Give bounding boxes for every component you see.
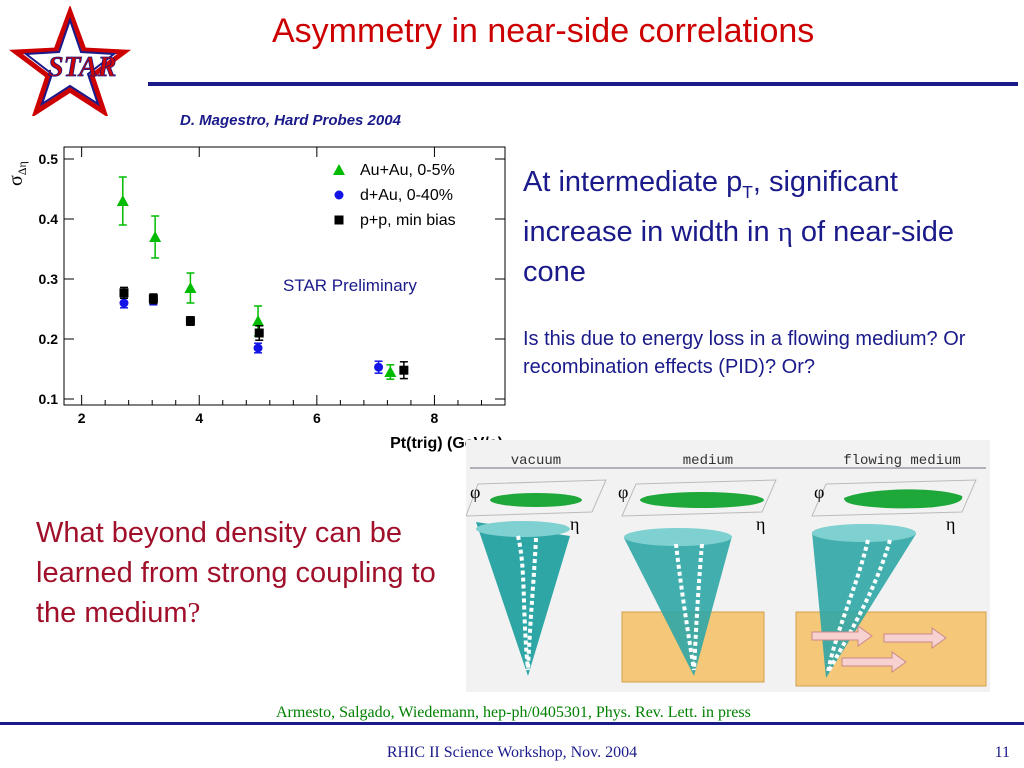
question-mark: ? xyxy=(187,597,201,629)
data-point xyxy=(399,365,409,375)
flowing-medium-panel: φ η xyxy=(795,479,987,687)
axis-ticks: 2 4 6 8 0.1 0.2 0.3 0.4 0.5 xyxy=(39,147,505,426)
legend-label: Au+Au, 0-5% xyxy=(360,162,455,179)
eta-label: η xyxy=(570,514,579,534)
data-point xyxy=(252,315,265,326)
vacuum-panel: φ η xyxy=(466,479,607,676)
slide-title: Asymmetry in near-side correlations xyxy=(272,12,815,50)
question-body: What beyond density can be learned from … xyxy=(36,517,436,629)
medium-blob xyxy=(640,492,764,508)
logo-text: STAR xyxy=(48,52,116,83)
flowing-blob xyxy=(844,489,963,509)
x-tick-label: 2 xyxy=(78,410,86,426)
sigma-eta-chart: 2 4 6 8 0.1 0.2 0.3 0.4 0.5 Au+Au, 0-5% d+Au, 0-4… xyxy=(5,146,506,452)
y-axis-symbol: σ xyxy=(5,175,27,186)
y-tick-label: 0.4 xyxy=(39,211,59,227)
star-logo: STAR xyxy=(8,6,132,116)
x-tick-label: 6 xyxy=(313,410,321,426)
legend-marker xyxy=(333,164,345,175)
data-point xyxy=(119,298,129,308)
para1-text-b: , significant increase in width in xyxy=(523,166,898,248)
data-point xyxy=(254,328,264,338)
plot-frame xyxy=(63,146,506,406)
footer-text: RHIC II Science Workshop, Nov. 2004 xyxy=(386,744,638,761)
medium-cone xyxy=(624,536,732,676)
phi-label: φ xyxy=(470,482,480,502)
phi-label: φ xyxy=(814,482,824,502)
chart-citation: D. Magestro, Hard Probes 2004 xyxy=(180,112,401,129)
footer-divider xyxy=(0,722,1024,725)
panel-label-medium: medium xyxy=(683,453,733,469)
data-point xyxy=(149,231,162,242)
star-preliminary-annotation: STAR Preliminary xyxy=(283,276,417,295)
y-tick-label: 0.3 xyxy=(39,271,59,287)
cone-figure: vacuum medium flowing medium φ η φ η φ η xyxy=(466,440,990,692)
data-point xyxy=(185,316,195,326)
eta-label: η xyxy=(946,514,955,534)
data-point xyxy=(148,294,158,304)
x-tick-label: 4 xyxy=(195,410,203,426)
y-tick-label: 0.5 xyxy=(39,151,59,167)
phi-label: φ xyxy=(618,482,628,502)
y-axis-subscript: Δη xyxy=(15,161,29,175)
para1-text-c: of near-side cone xyxy=(523,215,955,288)
panel-label-flowing-medium: flowing medium xyxy=(843,453,961,469)
para1-subscript: T xyxy=(742,181,753,202)
data-points xyxy=(116,176,409,380)
question-text: Is this due to energy loss in a flowing … xyxy=(523,328,966,378)
y-axis-title: σΔη xyxy=(5,161,29,186)
svg-text:σΔη: σΔη xyxy=(5,161,29,186)
legend-marker xyxy=(334,190,344,200)
series-2 xyxy=(119,286,409,380)
page-number: 11 xyxy=(994,744,1010,761)
medium-panel: φ η xyxy=(618,479,777,683)
data-point xyxy=(116,195,129,206)
legend-label: d+Au, 0-40% xyxy=(360,187,453,204)
flow-arrows xyxy=(811,625,947,673)
red-question-text: What beyond density can be learned from … xyxy=(36,513,436,633)
x-tick-label: 8 xyxy=(431,410,439,426)
eta-symbol: η xyxy=(777,215,793,248)
y-tick-label: 0.1 xyxy=(39,391,59,407)
data-point xyxy=(253,343,263,353)
panel-label-vacuum: vacuum xyxy=(511,453,561,469)
figure-reference: Armesto, Salgado, Wiedemann, hep-ph/0405… xyxy=(276,704,751,721)
data-point xyxy=(184,282,197,293)
title-divider xyxy=(148,82,1018,86)
vacuum-blob xyxy=(490,493,582,507)
series-0 xyxy=(116,176,397,380)
flowing-cone xyxy=(812,532,916,678)
para1-text-a: At intermediate p xyxy=(523,166,743,198)
data-point xyxy=(384,366,397,377)
legend-label: p+p, min bias xyxy=(360,212,456,229)
eta-label: η xyxy=(756,514,765,534)
data-point xyxy=(374,362,384,372)
chart-legend: Au+Au, 0-5% d+Au, 0-40% p+p, min bias xyxy=(333,162,456,229)
main-point-text: At intermediate pT, significant increase… xyxy=(523,162,1013,292)
y-tick-label: 0.2 xyxy=(39,331,59,347)
legend-marker xyxy=(334,215,344,225)
data-point xyxy=(119,288,129,298)
